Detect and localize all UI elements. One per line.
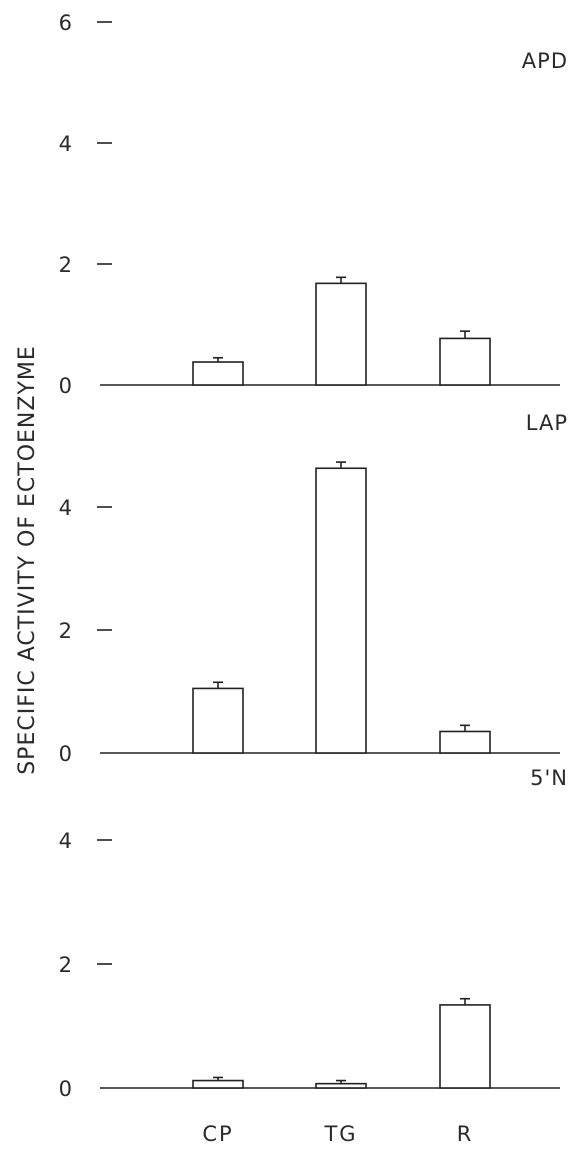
bar-cp (192, 1079, 244, 1089)
y-tick-label: 2 (59, 953, 72, 977)
bar-cp (192, 687, 244, 754)
bar-cp (192, 361, 244, 386)
y-tick-label: 6 (59, 11, 72, 35)
bar-r (439, 1004, 491, 1089)
y-tick-label: 2 (59, 253, 72, 277)
y-tick-label: 4 (59, 132, 72, 156)
bar-tg (315, 282, 367, 386)
panel-label: 5'N (530, 766, 568, 790)
y-tick-label: 2 (59, 619, 72, 643)
bar-r (439, 730, 491, 754)
panel-0: 0 2 4 6 APD (59, 11, 568, 398)
bar-r (439, 337, 491, 386)
x-category-label-r: R (457, 1122, 474, 1146)
y-axis-title: SPECIFIC ACTIVITY OF ECTOENZYME (15, 345, 40, 775)
y-tick-label: 0 (59, 1077, 72, 1101)
panel-label: LAP (526, 411, 568, 435)
y-tick-label: 4 (59, 829, 72, 853)
y-tick-label: 0 (59, 742, 72, 766)
y-tick-label: 0 (59, 374, 72, 398)
y-tick-label: 4 (59, 496, 72, 520)
x-category-label-tg: TG (323, 1122, 357, 1146)
chart-panels: 0 2 4 6 APD 0 2 4 LAP 0 2 4 5'N CP TG R (59, 11, 568, 1146)
x-category-label-cp: CP (202, 1122, 233, 1146)
panel-1: 0 2 4 LAP (59, 411, 568, 766)
panel-label: APD (522, 49, 568, 73)
panel-2: 0 2 4 5'N (59, 766, 568, 1101)
bar-tg (315, 467, 367, 754)
bar-tg (315, 1082, 367, 1089)
